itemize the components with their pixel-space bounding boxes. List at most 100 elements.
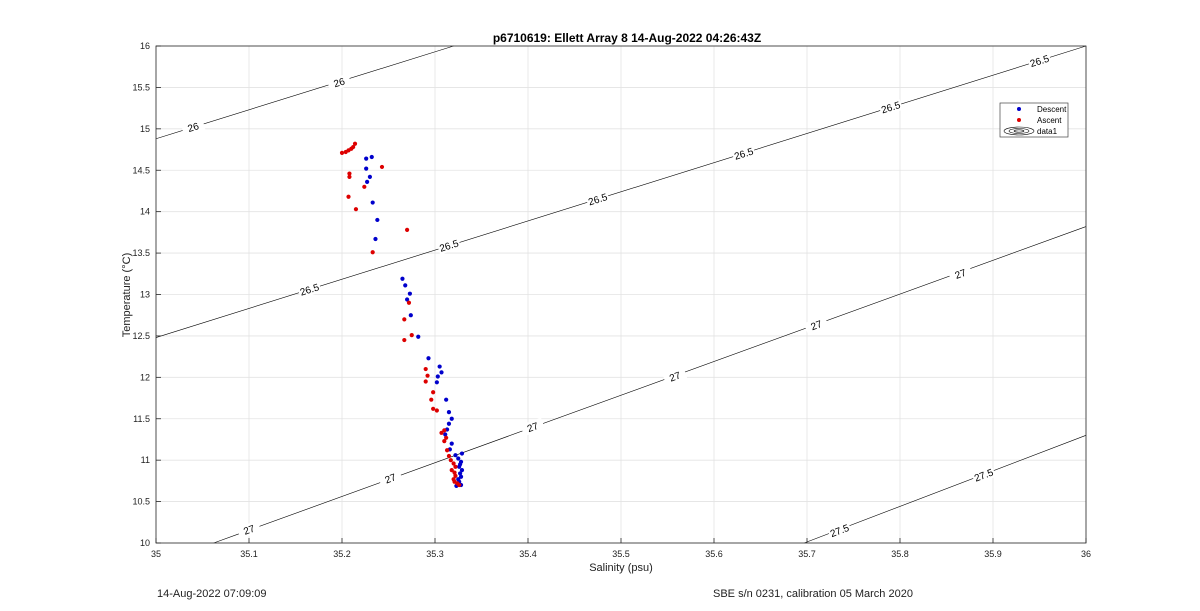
ascent-point: [423, 379, 428, 384]
footer-timestamp: 14-Aug-2022 07:09:09: [157, 588, 267, 600]
ascent-point: [442, 439, 447, 444]
ascent-point: [379, 164, 385, 170]
legend-ascent-label: Ascent: [1037, 116, 1062, 125]
ascent-point: [406, 300, 412, 305]
ascent-point: [429, 397, 434, 402]
descent-point: [458, 474, 464, 479]
y-tick-label: 12: [140, 372, 150, 382]
descent-point: [364, 156, 369, 161]
descent-point: [456, 456, 461, 461]
ascent-point: [442, 428, 447, 433]
ascent-point: [453, 473, 458, 479]
contour-label-bg: [297, 280, 322, 299]
ascent-point: [444, 448, 450, 453]
descent-point: [364, 166, 369, 171]
legend: Descent Ascent data1: [999, 102, 1069, 138]
descent-point: [449, 416, 454, 421]
axis-ticks: 35 35.1 35.2 35.3 35.4 35.5 35.6 35.7 35.8 35.9 36…: [132, 41, 1091, 559]
descent-point: [459, 468, 465, 473]
descent-point: [375, 217, 380, 223]
ascent-point: [343, 149, 348, 155]
descent-point: [373, 236, 378, 242]
contour-line-27.5: [804, 435, 1087, 544]
ascent-point: [346, 194, 351, 199]
y-tick-label: 12.5: [132, 331, 150, 341]
contour-label-bg: [878, 98, 903, 117]
descent-point: [458, 462, 463, 467]
ascent-point: [431, 406, 436, 411]
ascent-point: [452, 470, 457, 475]
x-axis-label: Salinity (psu): [589, 562, 653, 574]
descent-point: [459, 451, 465, 456]
contour-label-bg: [180, 118, 206, 137]
contour-label-bg: [520, 417, 546, 437]
y-tick-label: 10.5: [132, 497, 150, 507]
contour-label: 26: [187, 121, 201, 135]
ascent-point: [353, 207, 359, 212]
legend-descent-marker: [1017, 107, 1021, 111]
ascent-point: [409, 332, 414, 338]
descent-point: [426, 356, 431, 361]
density-contours: 262626.526.526.526.526.526.5272727272727…: [155, 45, 1087, 544]
x-tick-label: 35.2: [333, 549, 351, 559]
descent-point: [444, 397, 449, 402]
ascent-point: [453, 464, 458, 469]
ascent-point: [362, 184, 367, 189]
contour-label-bg: [971, 465, 997, 485]
contour-label-bg: [827, 521, 852, 541]
ascent-point: [448, 458, 453, 463]
contour-label: 27: [954, 268, 969, 282]
y-tick-label: 16: [140, 41, 150, 51]
y-tick-label: 11: [141, 455, 150, 465]
contour-label-bg: [731, 144, 757, 163]
ascent-point: [402, 317, 407, 322]
descent-point: [369, 154, 374, 160]
descent-point: [446, 410, 452, 415]
ascent-point: [439, 430, 444, 435]
ascent-point: [446, 453, 452, 459]
descent-point: [365, 179, 370, 184]
y-tick-label: 13: [140, 290, 150, 300]
ascent-point: [449, 468, 454, 473]
descent-point: [370, 200, 375, 205]
descent-point: [434, 380, 439, 385]
ascent-point: [444, 435, 449, 440]
descent-point: [435, 374, 440, 379]
x-tick-label: 35.4: [519, 549, 537, 559]
ascent-point: [339, 150, 345, 155]
x-tick-label: 35.1: [240, 549, 258, 559]
descent-point: [437, 364, 442, 369]
footer-calibration: SBE s/n 0231, calibration 05 March 2020: [713, 588, 913, 600]
legend-contour-icon: [1003, 126, 1035, 136]
ascent-point: [352, 141, 358, 146]
contour-label-bg: [948, 264, 973, 284]
descent-point: [449, 441, 454, 446]
contour-label: 27: [526, 421, 541, 435]
descent-point: [458, 471, 463, 476]
descent-point: [443, 432, 448, 437]
contour-label: 26: [333, 76, 347, 90]
x-tick-label: 36: [1081, 549, 1091, 559]
x-tick-label: 35.6: [705, 549, 723, 559]
legend-descent-label: Descent: [1037, 105, 1067, 114]
contour-label-bg: [662, 367, 688, 386]
contour-line-27: [213, 226, 1087, 544]
ascent-point: [457, 482, 462, 488]
contour-label: 27: [810, 319, 825, 333]
descent-point: [403, 283, 408, 288]
ascent-point: [423, 366, 428, 372]
descent-point: [456, 477, 461, 482]
legend-data1-label: data1: [1037, 127, 1058, 136]
contour-label-bg: [1027, 51, 1052, 70]
descent-point: [367, 174, 372, 179]
descent-point: [407, 291, 412, 296]
y-tick-label: 15: [140, 124, 150, 134]
ascent-point: [402, 337, 407, 343]
y-tick-label: 14: [140, 207, 150, 217]
descent-point: [453, 453, 458, 458]
y-tick-label: 15.5: [132, 82, 150, 92]
x-tick-label: 35.5: [612, 549, 630, 559]
x-tick-label: 35.7: [798, 549, 816, 559]
contour-line-26: [155, 45, 454, 140]
